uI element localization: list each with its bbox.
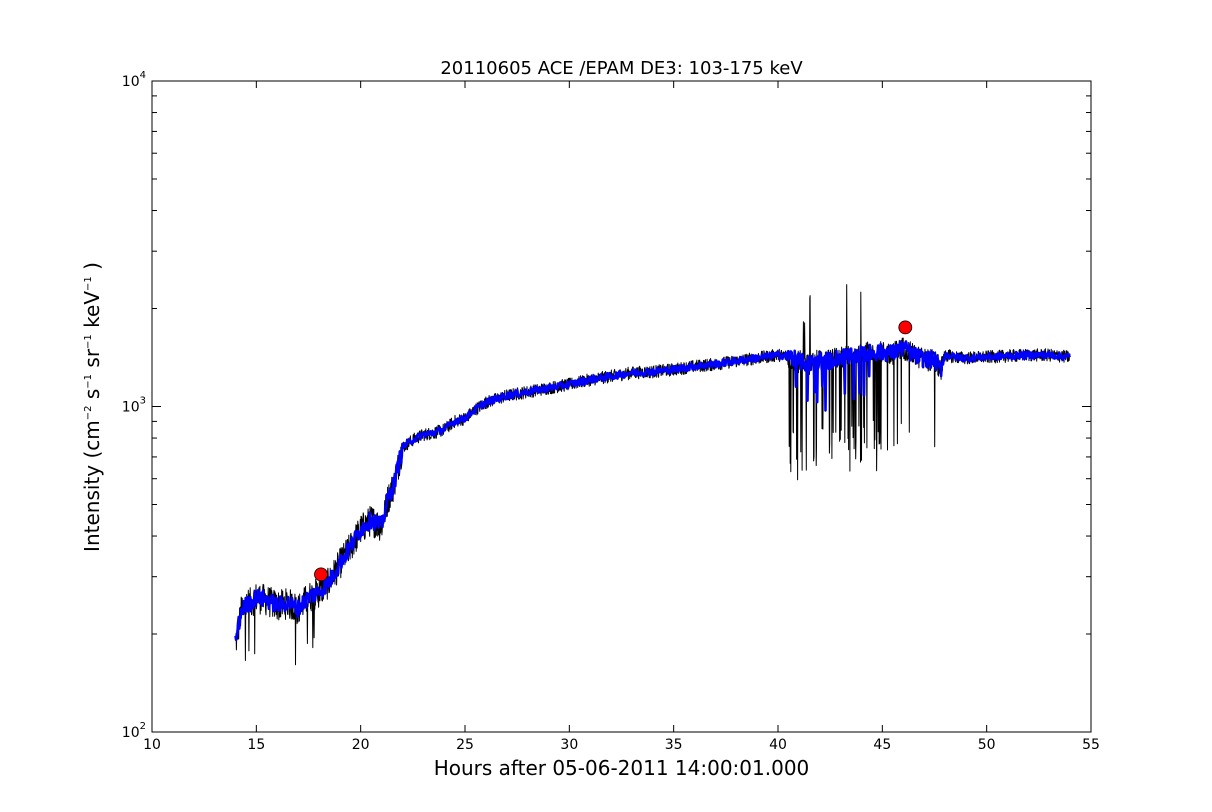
x-tick-label: 15 xyxy=(247,737,265,753)
y-tick-label: 102 xyxy=(122,721,146,741)
plot-area xyxy=(234,284,1072,666)
marker-point-2 xyxy=(898,320,913,335)
series-smoothed-line xyxy=(234,340,1072,642)
x-axis-label: Hours after 05-06-2011 14:00:01.000 xyxy=(434,756,810,780)
x-tick-label: 10 xyxy=(143,737,161,753)
x-tick-label: 40 xyxy=(769,737,787,753)
y-tick-label: 104 xyxy=(122,70,146,90)
tick-labels: 10 15 20 25 30 35 40 45 50 55 102 103 104 xyxy=(122,70,1100,753)
x-tick-label: 50 xyxy=(978,737,996,753)
x-tick-label: 25 xyxy=(456,737,474,753)
axis-ticks xyxy=(151,80,1092,733)
plot-frame xyxy=(151,80,1092,733)
x-tick-label: 20 xyxy=(352,737,370,753)
x-tick-label: 30 xyxy=(560,737,578,753)
x-tick-label: 55 xyxy=(1082,737,1100,753)
y-axis-label: Intensity (cm−2 s−1 sr−1 keV−1 ) xyxy=(80,262,104,552)
x-tick-label: 45 xyxy=(873,737,891,753)
series-raw-line xyxy=(235,284,1071,666)
y-tick-label: 103 xyxy=(122,396,146,416)
chart-title: 20110605 ACE /EPAM DE3: 103-175 keV xyxy=(440,58,803,79)
marker-point-1 xyxy=(314,567,328,582)
x-tick-label: 35 xyxy=(665,737,683,753)
